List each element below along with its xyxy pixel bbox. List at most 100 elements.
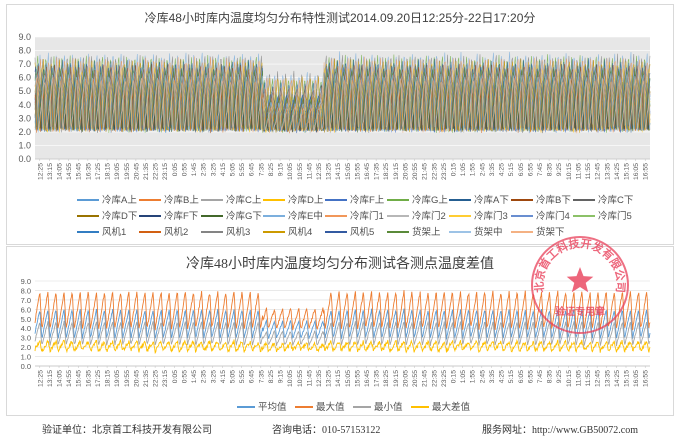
legend-swatch [77,215,99,218]
y-tick-label: 5.0 [18,86,31,96]
legend-swatch [325,215,347,218]
x-tick-label: 19:55 [124,163,131,180]
y-tick-label: 7.0 [21,296,31,305]
x-tick-label: 20:55 [412,370,419,387]
legend-entry: 冷库C下 [573,192,633,206]
y-tick-label: 3.0 [21,334,31,343]
legend-label: 冷库D下 [102,211,138,222]
x-tick-label: 1:05 [460,163,467,176]
x-tick-label: 5:15 [508,370,515,383]
legend-label: 冷库门2 [412,211,446,222]
legend-entry: 风机2 [139,224,188,238]
legend-swatch [263,215,285,218]
x-tick-label: 1:45 [191,163,198,176]
x-tick-label: 15:15 [623,163,630,180]
legend-entry: 风机1 [77,224,126,238]
x-tick-label: 17:25 [95,163,102,180]
x-tick-label: 15:05 [345,370,352,387]
x-tick-label: 16:45 [364,370,371,387]
x-tick-label: 8:35 [547,370,554,383]
x-tick-label: 23:15 [162,163,169,180]
legend-entry: 冷库B下 [511,192,571,206]
legend-entry: 风机4 [263,224,312,238]
x-tick-label: 12:25 [37,163,44,180]
x-tick-label: 16:35 [85,370,92,387]
legend-entry: 冷库门2 [387,208,446,222]
legend-swatch [263,231,285,234]
legend-swatch [449,231,471,234]
x-tick-label: 19:05 [114,163,121,180]
legend-entry: 冷库E中 [263,208,323,222]
legend-swatch [511,231,533,234]
x-tick-label: 13:25 [326,163,333,180]
x-tick-label: 22:25 [153,370,160,387]
y-tick-label: 1.0 [21,353,31,362]
x-tick-label: 18:25 [383,163,390,180]
series-line-24 [34,67,651,133]
x-tick-label: 11:45 [306,370,313,387]
x-tick-label: 12:25 [37,370,44,387]
y-tick-label: 9.0 [18,32,31,42]
x-tick-label: 20:45 [133,163,140,180]
x-tick-label: 9:25 [556,370,563,383]
legend-label: 风机4 [288,227,313,238]
legend-entry: 冷库D上 [263,192,323,206]
x-tick-label: 22:25 [153,163,160,180]
x-tick-label: 3:35 [489,370,496,383]
legend-swatch [511,199,533,202]
legend-label: 冷库门3 [474,211,508,222]
x-tick-label: 21:45 [422,163,429,180]
legend-entry: 冷库门3 [449,208,508,222]
x-tick-label: 4:15 [220,163,227,176]
legend-entry: 平均值 [237,399,287,413]
y-tick-label: 0.0 [18,154,31,164]
legend-swatch [263,199,285,202]
legend-swatch [139,231,161,234]
x-tick-label: 11:45 [306,163,313,180]
legend-label: 冷库C上 [226,195,262,206]
legend-entry: 冷库G上 [387,192,448,206]
x-tick-label: 14:25 [614,163,621,180]
legend-swatch [77,231,99,234]
x-tick-label: 4:25 [499,163,506,176]
legend-label: 冷库F上 [350,195,385,206]
x-tick-label: 0:05 [172,163,179,176]
x-tick-label: 8:35 [547,163,554,176]
legend-entry: 最大值 [295,399,345,413]
x-tick-label: 5:15 [508,163,515,176]
x-tick-label: 20:55 [412,163,419,180]
x-tick-label: 15:55 [354,370,361,387]
legend-label: 冷库门4 [536,211,570,222]
series-line-26 [34,77,651,133]
y-tick-label: 6.0 [18,73,31,83]
x-tick-label: 5:05 [229,163,236,176]
x-tick-label: 21:35 [143,163,150,180]
legend-swatch [449,215,471,218]
legend-swatch [201,199,223,202]
legend-label: 冷库门1 [350,211,384,222]
x-tick-label: 15:15 [623,370,630,387]
x-tick-label: 23:15 [162,370,169,387]
y-tick-label: 2.0 [18,127,31,137]
x-tick-label: 6:55 [527,163,534,176]
x-tick-label: 7:45 [537,370,544,383]
legend-label: 货架中 [474,227,503,238]
legend-swatch [387,199,409,202]
legend-label: 冷库C下 [598,195,634,206]
footer-phone: 咨询电话：010-57153122 [272,425,381,436]
x-tick-label: 16:05 [633,370,640,387]
x-tick-label: 18:15 [105,163,112,180]
legend-entry: 冷库A下 [449,192,509,206]
x-tick-label: 17:35 [374,163,381,180]
legend-label: 风机5 [350,227,375,238]
legend-entry: 冷库D下 [77,208,137,222]
chart-plot-1: 0.0 1.0 2.0 3.0 4.0 5.0 6.0 7.0 8.0 9.0 12:25 13:15… [18,32,651,180]
y-tick-label: 7.0 [18,59,31,69]
legend-swatch [353,406,371,409]
legend-entry: 风机3 [201,224,250,238]
x-tick-label: 11:05 [575,163,582,180]
x-tick-label: 7:35 [258,370,265,383]
x-tick-label: 16:55 [643,370,650,387]
x-tick-label: 13:25 [326,370,333,387]
x-tick-label: 19:15 [393,163,400,180]
